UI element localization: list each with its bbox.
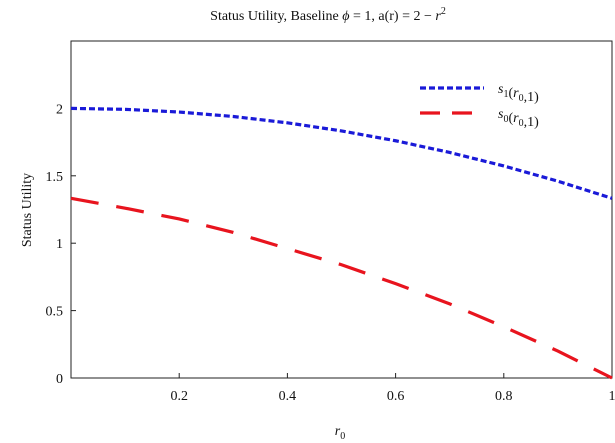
chart-title: Status Utility, Baseline ϕ = 1, a(r) = 2… xyxy=(210,6,446,24)
legend: s1(r0,1)s0(r0,1) xyxy=(420,82,539,130)
series-line-1 xyxy=(70,196,613,380)
y-tick-label: 2 xyxy=(56,102,63,117)
y-axis-label: Status Utility xyxy=(20,173,35,247)
series-line-0 xyxy=(70,106,613,200)
plot-frame xyxy=(70,40,613,379)
x-tick-label: 0.4 xyxy=(279,389,297,404)
x-tick-label: 0.8 xyxy=(495,389,513,404)
y-tick-label: 0 xyxy=(56,372,63,387)
x-axis-label: r0 xyxy=(335,424,345,442)
x-axis-ticks: 0.2 0.4 0.6 0.8 1 xyxy=(170,373,615,404)
x-tick-label: 0.6 xyxy=(387,389,405,404)
series-layer xyxy=(70,106,613,380)
y-axis-ticks: 0 0.5 1 1.5 2 xyxy=(46,102,76,387)
x-tick-label: 0.2 xyxy=(170,389,188,404)
x-tick-label: 1 xyxy=(609,389,615,404)
legend-label-1: s0(r0,1) xyxy=(498,107,539,130)
y-tick-label: 0.5 xyxy=(46,305,64,320)
y-tick-label: 1 xyxy=(56,237,63,252)
y-tick-label: 1.5 xyxy=(46,170,64,185)
legend-label-0: s1(r0,1) xyxy=(498,82,539,105)
